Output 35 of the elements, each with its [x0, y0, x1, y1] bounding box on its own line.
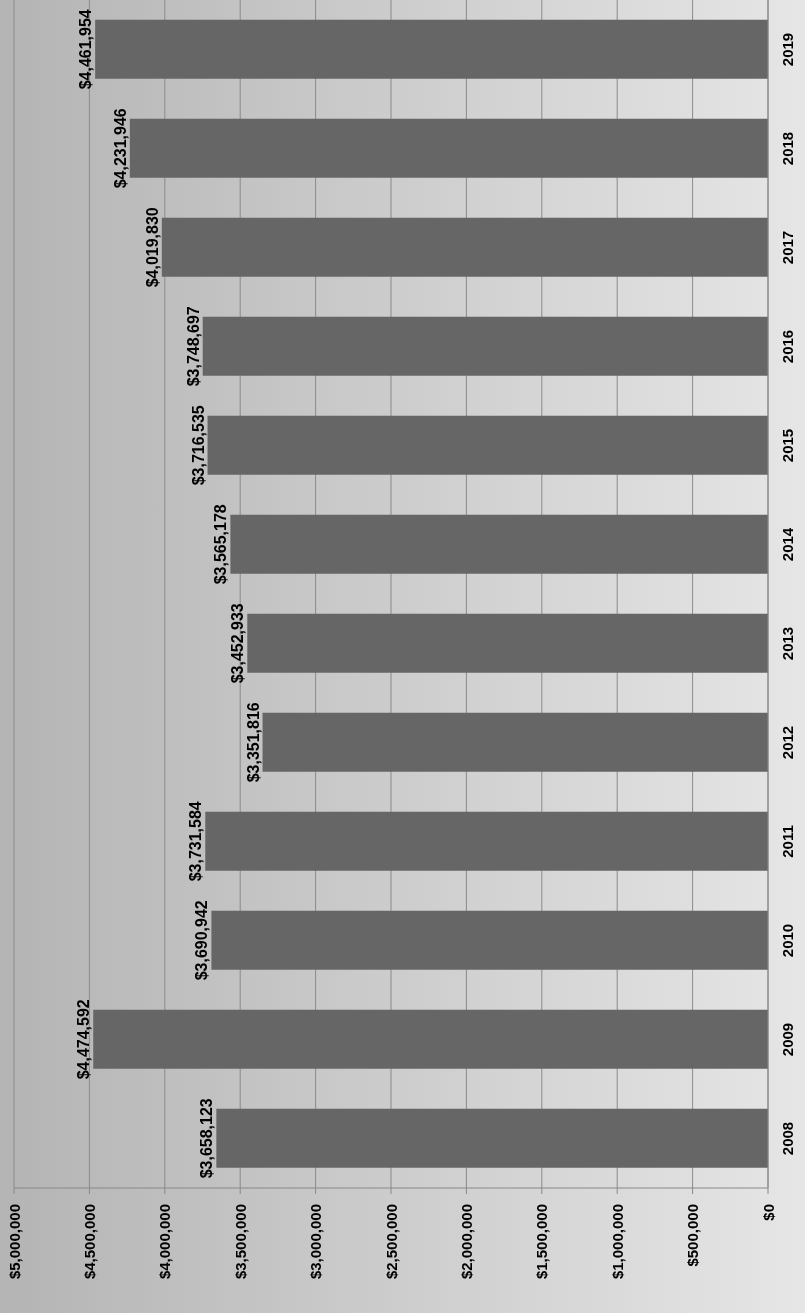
x-tick-label: $2,000,000: [457, 1204, 475, 1280]
x-tick-label: $2,500,000: [382, 1204, 400, 1280]
data-label: $3,716,535: [189, 405, 207, 486]
y-tick-label: 2014: [779, 527, 797, 562]
y-tick-label: 2010: [779, 923, 797, 958]
y-tick-label: 2009: [779, 1022, 797, 1057]
x-tick-label: $1,000,000: [608, 1204, 626, 1280]
data-label: $3,351,816: [244, 702, 262, 783]
data-label: $3,690,942: [193, 900, 211, 981]
x-tick-label: $5,000,000: [5, 1204, 23, 1280]
y-tick-label: 2011: [779, 825, 797, 858]
x-tick-label: $4,000,000: [156, 1204, 174, 1280]
x-tick-label: $3,500,000: [231, 1204, 249, 1280]
y-tick-label: 2008: [779, 1121, 797, 1156]
y-tick-label: 2012: [779, 725, 797, 760]
data-label: $4,461,954: [77, 9, 95, 90]
data-label: $3,452,933: [229, 603, 247, 684]
x-tick-label: $500,000: [684, 1204, 702, 1267]
y-tick-label: 2017: [779, 230, 797, 265]
y-tick-label: 2013: [779, 626, 797, 661]
y-tick-label: 2015: [779, 428, 797, 463]
data-label: $3,565,178: [212, 504, 230, 585]
x-tick-label: $1,500,000: [533, 1204, 551, 1280]
data-label: $4,474,592: [75, 999, 93, 1080]
y-tick-label: 2019: [779, 32, 797, 67]
y-tick-label: 2016: [779, 329, 797, 364]
x-tick-label: $4,500,000: [80, 1204, 98, 1280]
x-tick-label: $3,000,000: [307, 1204, 325, 1280]
y-tick-label: 2018: [779, 131, 797, 166]
x-tick-label: $0: [759, 1204, 777, 1221]
data-label: $3,731,584: [187, 801, 205, 882]
data-label: $3,748,697: [184, 306, 202, 387]
data-label: $3,658,123: [198, 1098, 216, 1179]
data-label: $4,231,946: [111, 108, 129, 189]
data-label: $4,019,830: [143, 207, 161, 288]
